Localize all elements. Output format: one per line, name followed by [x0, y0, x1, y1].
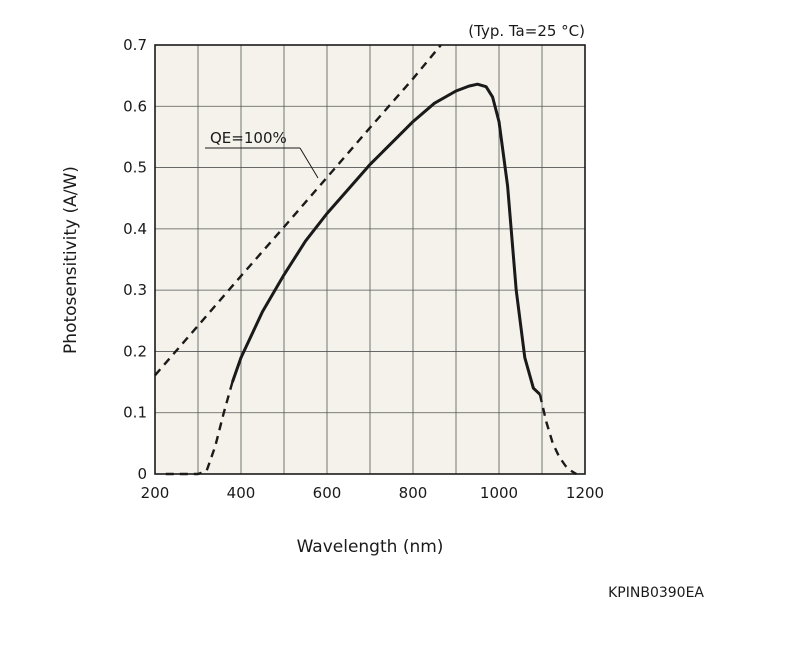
figure-code: KPINB0390EA [608, 585, 704, 601]
y-tick-label: 0.5 [123, 159, 147, 177]
x-tick-label: 200 [141, 484, 170, 502]
x-tick-label: 1000 [480, 484, 518, 502]
x-tick-label: 600 [313, 484, 342, 502]
y-tick-label: 0.3 [123, 281, 147, 299]
x-tick-label: 800 [399, 484, 428, 502]
qe-label-leader-diagonal [299, 147, 319, 179]
x-axis-label: Wavelength (nm) [297, 537, 444, 557]
photosensitivity-curve-extrapolated [538, 394, 578, 476]
y-tick-label: 0.1 [123, 404, 147, 422]
qe-100-line [154, 44, 442, 377]
y-tick-label: 0.7 [123, 36, 147, 54]
x-tick-label: 400 [227, 484, 256, 502]
plot-frame [154, 44, 586, 475]
photosensitivity-curve [230, 82, 541, 396]
condition-note: (Typ. Ta=25 °C) [468, 22, 585, 40]
qe-series-label: QE=100% [210, 129, 287, 147]
x-tick-labels: 200 400 600 800 1000 1200 [141, 484, 604, 502]
y-tick-label: 0.6 [123, 97, 147, 115]
y-axis-label: Photosensitivity (A/W) [61, 166, 81, 354]
y-tick-label: 0.2 [123, 342, 147, 360]
y-tick-labels: 0 0.1 0.2 0.3 0.4 0.5 0.6 0.7 [123, 36, 147, 483]
y-tick-label: 0 [137, 465, 147, 483]
x-tick-label: 1200 [566, 484, 604, 502]
y-tick-label: 0.4 [123, 220, 147, 238]
